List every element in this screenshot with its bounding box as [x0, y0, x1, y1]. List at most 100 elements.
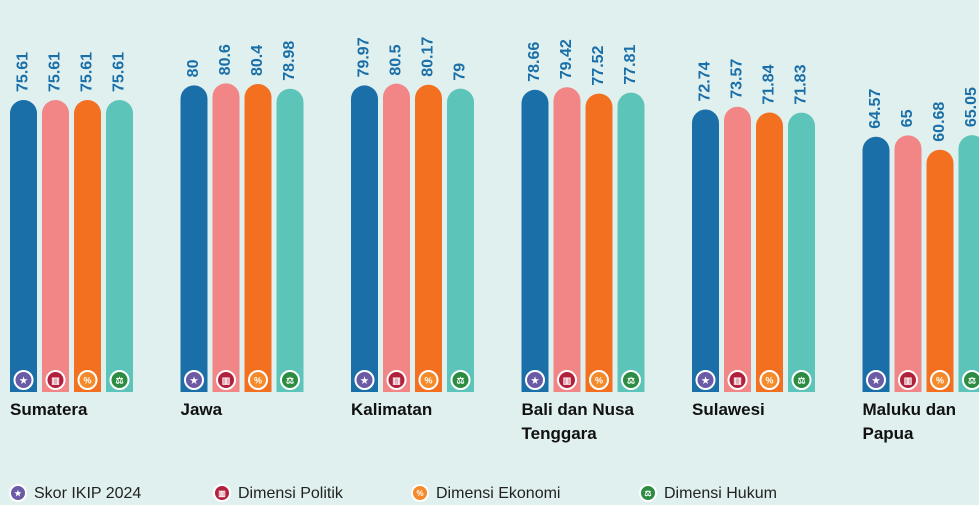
value-label: 80 — [185, 59, 202, 77]
icon-glyph: % — [254, 375, 262, 385]
bar — [692, 109, 719, 393]
icon-glyph: % — [83, 375, 91, 385]
icon-glyph: ⚖ — [797, 375, 805, 385]
value-label: 80.6 — [217, 44, 234, 75]
icon — [866, 370, 886, 390]
category-label: Bali dan Nusa Tenggara — [521, 400, 634, 443]
category-label: Sumatera — [10, 400, 88, 419]
icon-glyph: ▥ — [218, 489, 226, 498]
value-label: 79.42 — [558, 39, 575, 79]
icon-glyph: ▥ — [392, 375, 401, 385]
icon — [184, 370, 204, 390]
bar — [74, 99, 101, 392]
category-label: Kalimatan — [351, 400, 433, 419]
icon-glyph: % — [424, 375, 432, 385]
icon — [109, 370, 130, 390]
value-label: 78.98 — [281, 41, 298, 81]
value-label: 71.84 — [761, 64, 778, 104]
bar — [351, 85, 378, 392]
value-label: 75.61 — [111, 52, 128, 92]
bar — [10, 99, 37, 392]
icon — [213, 484, 231, 502]
icon-glyph: ★ — [531, 375, 540, 385]
icon — [962, 370, 979, 390]
icon-glyph: ▥ — [563, 375, 572, 385]
bar — [862, 136, 890, 392]
legend-label: Dimensi Hukum — [664, 485, 777, 502]
icon — [898, 370, 918, 390]
icon — [418, 370, 439, 390]
icon-glyph: ★ — [19, 375, 28, 385]
icon-glyph: ★ — [14, 489, 22, 498]
icon-glyph: ⚖ — [115, 375, 123, 385]
icon-glyph: % — [765, 375, 773, 385]
icon-glyph: ▥ — [222, 375, 231, 385]
icon-glyph: ⚖ — [968, 375, 976, 385]
icon — [77, 370, 98, 390]
icon — [621, 370, 641, 390]
icon — [248, 370, 268, 390]
icon-glyph: % — [416, 489, 423, 498]
bar — [521, 89, 549, 393]
value-label: 80.17 — [420, 37, 437, 77]
value-label: 77.52 — [590, 45, 607, 85]
icon — [411, 484, 429, 502]
icon-glyph: ⚖ — [644, 489, 651, 498]
icon-glyph: % — [595, 375, 603, 385]
category-label: Maluku dan Papua — [862, 400, 957, 443]
bar — [42, 99, 69, 392]
icon-glyph: ★ — [360, 375, 369, 385]
icon — [589, 370, 609, 390]
icon — [759, 370, 780, 390]
icon — [450, 370, 471, 390]
bar — [244, 84, 272, 392]
icon — [791, 370, 812, 390]
bar — [788, 112, 815, 393]
icon-glyph: ▥ — [51, 375, 60, 385]
bar — [894, 135, 922, 393]
legend-label: Skor IKIP 2024 — [34, 485, 141, 502]
value-label: 65.05 — [963, 87, 979, 127]
value-label: 75.61 — [15, 52, 32, 92]
icon — [216, 370, 236, 390]
icon-glyph: % — [936, 375, 944, 385]
icon-glyph: ▥ — [904, 375, 913, 385]
icon — [45, 370, 66, 390]
bar — [585, 93, 613, 392]
value-label: 75.61 — [79, 52, 96, 92]
icon — [386, 370, 407, 390]
icon — [930, 370, 950, 390]
bar — [106, 99, 133, 393]
icon — [9, 484, 27, 502]
icon — [354, 370, 375, 390]
value-label: 77.81 — [622, 44, 639, 84]
value-label: 60.68 — [931, 102, 948, 142]
bar — [553, 87, 581, 393]
bar — [724, 106, 751, 393]
bar — [926, 149, 954, 392]
icon — [13, 370, 34, 390]
icon — [557, 370, 577, 390]
icon-glyph: ▥ — [733, 375, 742, 385]
value-label: 72.74 — [697, 61, 714, 101]
bar — [958, 135, 979, 392]
icon-glyph: ⚖ — [627, 375, 635, 385]
icon-glyph: ⚖ — [456, 375, 464, 385]
bar — [276, 88, 304, 392]
value-label: 78.66 — [526, 42, 543, 82]
value-label: 80.4 — [249, 45, 266, 76]
value-label: 65 — [899, 109, 916, 127]
value-label: 79.97 — [356, 37, 373, 77]
bar — [180, 85, 208, 392]
value-label: 79 — [452, 63, 469, 81]
bar — [415, 84, 442, 393]
legend-label: Dimensi Ekonomi — [436, 485, 560, 502]
category-label: Sulawesi — [692, 400, 765, 419]
icon-glyph: ★ — [190, 375, 199, 385]
bar — [212, 83, 240, 392]
value-label: 75.61 — [47, 52, 64, 92]
icon — [525, 370, 545, 390]
bar — [383, 83, 410, 393]
icon-glyph: ⚖ — [286, 375, 294, 385]
